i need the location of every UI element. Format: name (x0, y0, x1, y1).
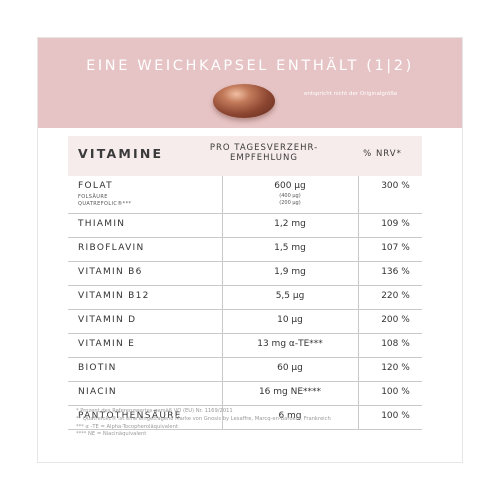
table-row: FOLAT FOLSÄURE QUATREFOLIC®*** 600 µg (4… (68, 176, 422, 214)
vitamin-amount-sub: (200 µg) (279, 200, 301, 206)
vitamin-amount: 1,9 mg (274, 267, 306, 277)
vitamin-subname: FOLSÄURE (78, 194, 108, 200)
vitamin-nrv: 100 % (381, 411, 410, 421)
vitamin-nrv: 220 % (381, 291, 410, 301)
vitamin-name: NIACIN (78, 387, 117, 397)
column-header-vitamine: VITAMINE (78, 146, 164, 161)
vitamin-amount: 5,5 µg (275, 291, 305, 301)
vitamin-nrv: 120 % (381, 363, 410, 373)
column-divider (222, 214, 223, 237)
column-divider (358, 176, 359, 213)
column-divider (358, 238, 359, 261)
table-row: VITAMIN E 13 mg α-TE*** 108 % (68, 334, 422, 358)
column-divider (222, 406, 223, 429)
size-caption: entspricht nicht der Originalgröße (304, 91, 398, 97)
column-divider (222, 382, 223, 405)
vitamin-name: FOLAT (78, 181, 113, 191)
vitamin-subname: QUATREFOLIC®*** (78, 201, 132, 207)
softgel-capsule-image (213, 84, 275, 118)
column-divider (222, 286, 223, 309)
vitamin-nrv: 108 % (381, 339, 410, 349)
header-title: EINE WEICHKAPSEL ENTHÄLT (1|2) (86, 58, 414, 74)
table-row: VITAMIN B6 1,9 mg 136 % (68, 262, 422, 286)
column-divider (358, 406, 359, 429)
column-divider (222, 238, 223, 261)
vitamin-nrv: 109 % (381, 219, 410, 229)
table-row: RIBOFLAVIN 1,5 mg 107 % (68, 238, 422, 262)
vitamin-amount: 600 µg (274, 181, 306, 191)
vitamin-name: PANTOTHENSÄURE (78, 411, 182, 421)
column-divider (222, 334, 223, 357)
footnote: *** α -TE = Alpha-Tocopheroläquivalent (76, 423, 178, 430)
footnote: ** Quatrefolic® ist eine eingetragene Ma… (76, 415, 331, 422)
vitamin-name: BIOTIN (78, 363, 117, 373)
column-divider (358, 286, 359, 309)
table-header: VITAMINE PRO TAGESVERZEHR-EMPFEHLUNG % N… (68, 136, 422, 176)
footnote: **** NE = Niacinäquivalent (76, 431, 147, 438)
vitamin-amount: 16 mg NE**** (258, 387, 322, 397)
column-divider (222, 310, 223, 333)
footnote: * Prozent des Referenzwertes gemäß VO (E… (76, 408, 233, 414)
vitamin-name: VITAMIN E (78, 339, 136, 349)
vitamin-amount: 6 mg (278, 411, 302, 421)
column-divider (358, 358, 359, 381)
vitamin-nrv: 136 % (381, 267, 410, 277)
vitamin-nrv: 107 % (381, 243, 410, 253)
vitamin-name: VITAMIN D (78, 315, 137, 325)
footnotes: * Prozent des Referenzwertes gemäß VO (E… (76, 408, 456, 439)
column-divider (358, 310, 359, 333)
header-banner: EINE WEICHKAPSEL ENTHÄLT (1|2) entsprich… (38, 38, 462, 128)
vitamin-amount: 10 µg (277, 315, 303, 325)
vitamin-amount-sub: (400 µg) (279, 193, 301, 199)
table-row: VITAMIN B12 5,5 µg 220 % (68, 286, 422, 310)
vitamin-amount: 60 µg (277, 363, 303, 373)
table-row: VITAMIN D 10 µg 200 % (68, 310, 422, 334)
table-row: THIAMIN 1,2 mg 109 % (68, 214, 422, 238)
column-header-nrv: % NRV* (363, 149, 402, 159)
table-row: PANTOTHENSÄURE 6 mg 100 % (68, 406, 422, 430)
vitamin-amount: 1,2 mg (274, 219, 306, 229)
vitamin-name: THIAMIN (78, 219, 126, 229)
vitamin-nrv: 200 % (381, 315, 410, 325)
column-divider (222, 262, 223, 285)
vitamin-name: VITAMIN B12 (78, 291, 150, 301)
column-divider (358, 334, 359, 357)
nutrition-card: EINE WEICHKAPSEL ENTHÄLT (1|2) entsprich… (37, 37, 463, 463)
column-divider (222, 358, 223, 381)
column-divider (358, 382, 359, 405)
column-divider (358, 262, 359, 285)
column-divider (358, 214, 359, 237)
vitamin-name: VITAMIN B6 (78, 267, 143, 277)
vitamin-nrv: 300 % (381, 181, 410, 191)
table-row: BIOTIN 60 µg 120 % (68, 358, 422, 382)
column-header-dose: PRO TAGESVERZEHR-EMPFEHLUNG (209, 143, 319, 163)
vitamin-nrv: 100 % (381, 387, 410, 397)
vitamin-amount: 1,5 mg (274, 243, 306, 253)
column-divider (222, 176, 223, 213)
vitamin-table: VITAMINE PRO TAGESVERZEHR-EMPFEHLUNG % N… (68, 136, 422, 430)
table-row: NIACIN 16 mg NE**** 100 % (68, 382, 422, 406)
vitamin-amount: 13 mg α-TE*** (257, 339, 323, 349)
vitamin-name: RIBOFLAVIN (78, 243, 145, 253)
